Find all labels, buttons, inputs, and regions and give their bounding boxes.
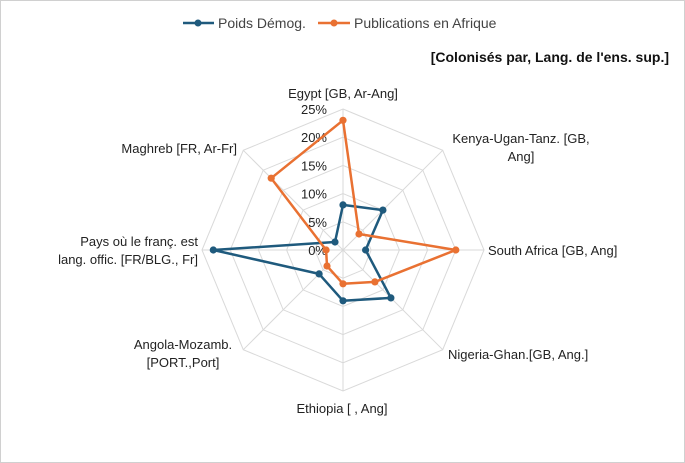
series-1-point-6: [209, 246, 217, 254]
series-2-point-6: [322, 246, 330, 254]
category-label-6: Pays où le franç. est lang. offic. [FR/BL…: [58, 234, 198, 267]
series-2-point-4: [339, 280, 347, 288]
chart-subtitle: [Colonisés par, Lang. de l'ens. sup.]: [431, 49, 669, 65]
series-1-point-4: [339, 297, 347, 305]
category-label-1: Kenya-Ugan-Tanz. [GB, Ang]: [452, 131, 589, 164]
category-labels: Egypt [GB, Ar-Ang] Kenya-Ugan-Tanz. [GB, A…: [58, 86, 617, 416]
series-2-point-1: [355, 230, 363, 238]
series-1-point-5: [315, 270, 323, 278]
radar-grid: [201, 108, 485, 392]
radial-axis-ticks: 0%5%10%15%20%25%: [301, 102, 327, 258]
category-label-2: South Africa [GB, Ang]: [488, 243, 617, 258]
series-2: [267, 116, 460, 288]
series-1-point-0: [339, 201, 347, 209]
tick-label-4: 20%: [301, 130, 327, 145]
legend-label-series-1: Poids Démog.: [218, 15, 306, 31]
category-label-4: Ethiopia [ , Ang]: [296, 401, 387, 416]
legend: Poids Démog. Publications en Afrique: [183, 15, 497, 31]
legend-item-publications: Publications en Afrique: [318, 15, 497, 31]
series-2-point-3: [371, 278, 379, 286]
tick-label-1: 5%: [308, 215, 327, 230]
legend-label-series-2: Publications en Afrique: [354, 15, 497, 31]
series-1-point-7: [331, 238, 339, 246]
series-2-point-5: [323, 262, 331, 270]
series-2-point-2: [452, 246, 460, 254]
series-2-point-0: [339, 116, 347, 124]
series-1-point-3: [387, 294, 395, 302]
category-label-0: Egypt [GB, Ar-Ang]: [288, 86, 398, 101]
category-label-7: Maghreb [FR, Ar-Fr]: [121, 141, 237, 156]
series-1-point-1: [379, 206, 387, 214]
tick-label-2: 10%: [301, 187, 327, 202]
legend-marker-series-1: [194, 19, 202, 27]
tick-label-5: 25%: [301, 102, 327, 117]
tick-label-3: 15%: [301, 158, 327, 173]
series-1-point-2: [362, 246, 370, 254]
legend-marker-series-2: [330, 19, 338, 27]
legend-item-poids-demog: Poids Démog.: [183, 15, 306, 31]
category-label-5: Angola-Mozamb. [PORT.,Port]: [134, 337, 232, 370]
grid-spoke-7: [242, 149, 344, 251]
series-1: [209, 201, 395, 305]
category-label-3: Nigeria-Ghan.[GB, Ang.]: [448, 347, 588, 362]
series-2-point-7: [267, 174, 275, 182]
series-layer: [209, 116, 460, 305]
